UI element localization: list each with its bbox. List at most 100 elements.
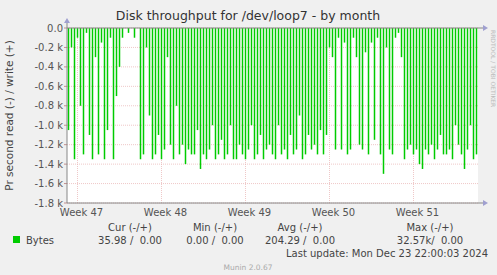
y-tick-label: -1.0 k	[35, 120, 64, 131]
bar	[404, 28, 406, 159]
bar	[128, 28, 130, 33]
bar	[434, 28, 436, 159]
bar	[299, 28, 301, 116]
bar	[458, 28, 460, 145]
bar	[203, 28, 205, 154]
x-tick-label: Week 47	[60, 207, 103, 218]
stat-header: Avg (-/+)	[278, 222, 323, 233]
bar	[134, 28, 136, 38]
bar	[140, 28, 142, 159]
bar	[359, 28, 361, 145]
bar	[449, 28, 451, 150]
bar	[437, 28, 439, 150]
grid-line	[413, 28, 414, 203]
bar	[143, 28, 145, 154]
bar	[371, 28, 373, 43]
bar	[80, 28, 82, 106]
bar	[464, 28, 466, 169]
bar	[275, 28, 277, 159]
bar	[296, 28, 298, 150]
bar	[89, 28, 91, 135]
bar	[77, 28, 79, 38]
bar	[119, 28, 121, 67]
bar	[197, 28, 199, 130]
bar	[86, 28, 88, 33]
bar	[344, 28, 346, 43]
bar	[305, 28, 307, 154]
bar	[416, 28, 418, 150]
bar	[350, 28, 352, 150]
bar	[440, 28, 442, 135]
stat-value: 35.98 / 0.00	[98, 235, 162, 246]
bar	[356, 28, 358, 57]
bar	[245, 28, 247, 159]
stat-value: 204.29 / 0.00	[265, 235, 335, 246]
bar	[290, 28, 292, 135]
bar	[446, 28, 448, 154]
bar	[107, 28, 109, 130]
bar	[224, 28, 226, 159]
bar	[389, 28, 391, 150]
bar	[308, 28, 310, 135]
title: Disk throughput for /dev/loop7 - by mont…	[116, 8, 380, 23]
bar	[116, 28, 118, 96]
bar	[71, 28, 73, 47]
grid-line	[161, 28, 162, 203]
footer: Last update: Mon Dec 23 22:00:03 2024	[286, 248, 488, 259]
bar	[146, 28, 148, 47]
bar	[188, 28, 190, 150]
y-tick-label: -0.4 k	[35, 61, 64, 72]
bar	[473, 28, 475, 159]
bar	[362, 28, 364, 150]
bar	[200, 28, 202, 169]
bar	[461, 28, 463, 154]
stat-value: 32.57k/ 0.00	[397, 235, 463, 246]
stat-header: Cur (-/+)	[108, 222, 152, 233]
bar	[329, 28, 331, 47]
x-axis-bottom	[67, 203, 484, 204]
bar	[110, 28, 112, 38]
bar	[374, 28, 376, 140]
bar	[410, 28, 412, 145]
bar	[113, 28, 115, 159]
bar	[467, 28, 469, 150]
bar	[455, 28, 457, 125]
bar	[401, 28, 403, 57]
bar	[341, 28, 343, 150]
bar	[476, 28, 478, 154]
grid-line	[329, 28, 330, 203]
x-tick-label: Week 50	[312, 207, 355, 218]
legend-swatch	[13, 236, 20, 243]
y-axis-arrow	[64, 18, 70, 23]
x-tick-label: Week 51	[396, 207, 439, 218]
bar	[368, 28, 370, 154]
bar	[332, 28, 334, 57]
bar	[431, 28, 433, 145]
bar	[239, 28, 241, 145]
y-tick-label: -1.2 k	[35, 139, 64, 150]
bar	[317, 28, 319, 154]
background	[0, 0, 497, 275]
bar	[104, 28, 106, 159]
y-axis-label: Pr second read (-) / write (+)	[3, 40, 15, 191]
bar	[266, 28, 268, 150]
bar	[383, 28, 385, 174]
bar	[167, 28, 169, 57]
y-tick-label: -0.2 k	[35, 42, 64, 53]
bar	[254, 28, 256, 159]
bar	[179, 28, 181, 154]
bar	[260, 28, 262, 135]
grid-line	[67, 183, 478, 184]
x-tick-label: Week 49	[228, 207, 271, 218]
bar	[74, 28, 76, 159]
credit: Munin 2.0.67	[223, 263, 272, 272]
plot-area	[67, 28, 478, 203]
bar	[149, 28, 151, 116]
bar	[392, 28, 394, 154]
x-axis-arrow	[483, 200, 488, 206]
bar	[380, 28, 382, 154]
bar	[236, 28, 238, 159]
bar	[230, 28, 232, 125]
bar	[365, 28, 367, 52]
bar	[158, 28, 160, 135]
